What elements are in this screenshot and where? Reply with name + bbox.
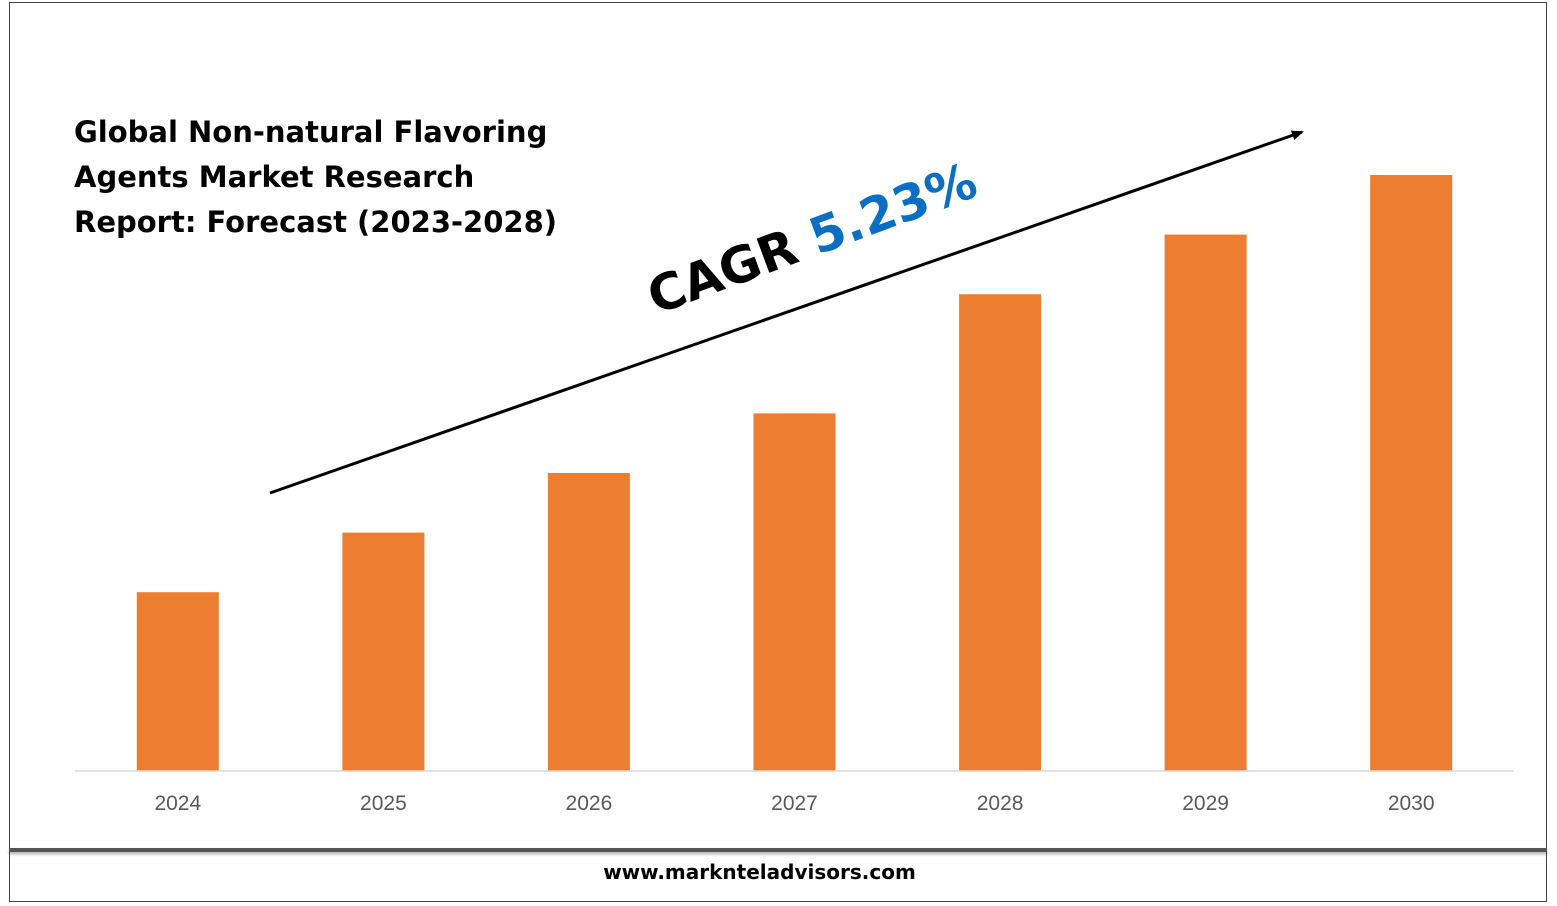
bar-2026: [547, 473, 630, 771]
x-tick-label-2030: 2030: [1388, 792, 1435, 815]
bar-2027: [753, 413, 836, 771]
x-tick-label-2029: 2029: [1182, 792, 1229, 815]
footer-divider: [9, 848, 1547, 852]
x-tick-label-2025: 2025: [360, 792, 407, 815]
x-tick-label-2024: 2024: [154, 792, 201, 815]
x-tick-labels: 2024 2025 2026 2027 2028 2029 2030: [154, 792, 1434, 815]
x-tick-label-2026: 2026: [566, 792, 613, 815]
bar-2024: [136, 592, 219, 771]
growth-trend-arrow: [269, 130, 1304, 495]
x-tick-label-2027: 2027: [771, 792, 818, 815]
bars-group: [136, 175, 1453, 772]
bar-chart: 2024 2025 2026 2027 2028 2029 2030: [75, 130, 1514, 815]
bar-2030: [1370, 175, 1453, 771]
chart-title: Global Non-natural Flavoring Agents Mark…: [74, 115, 558, 239]
bar-2028: [959, 294, 1042, 771]
bar-2025: [342, 532, 425, 771]
footer-url: www.marknteladvisors.com: [603, 860, 916, 884]
x-tick-label-2028: 2028: [977, 792, 1024, 815]
bar-2029: [1164, 234, 1247, 772]
